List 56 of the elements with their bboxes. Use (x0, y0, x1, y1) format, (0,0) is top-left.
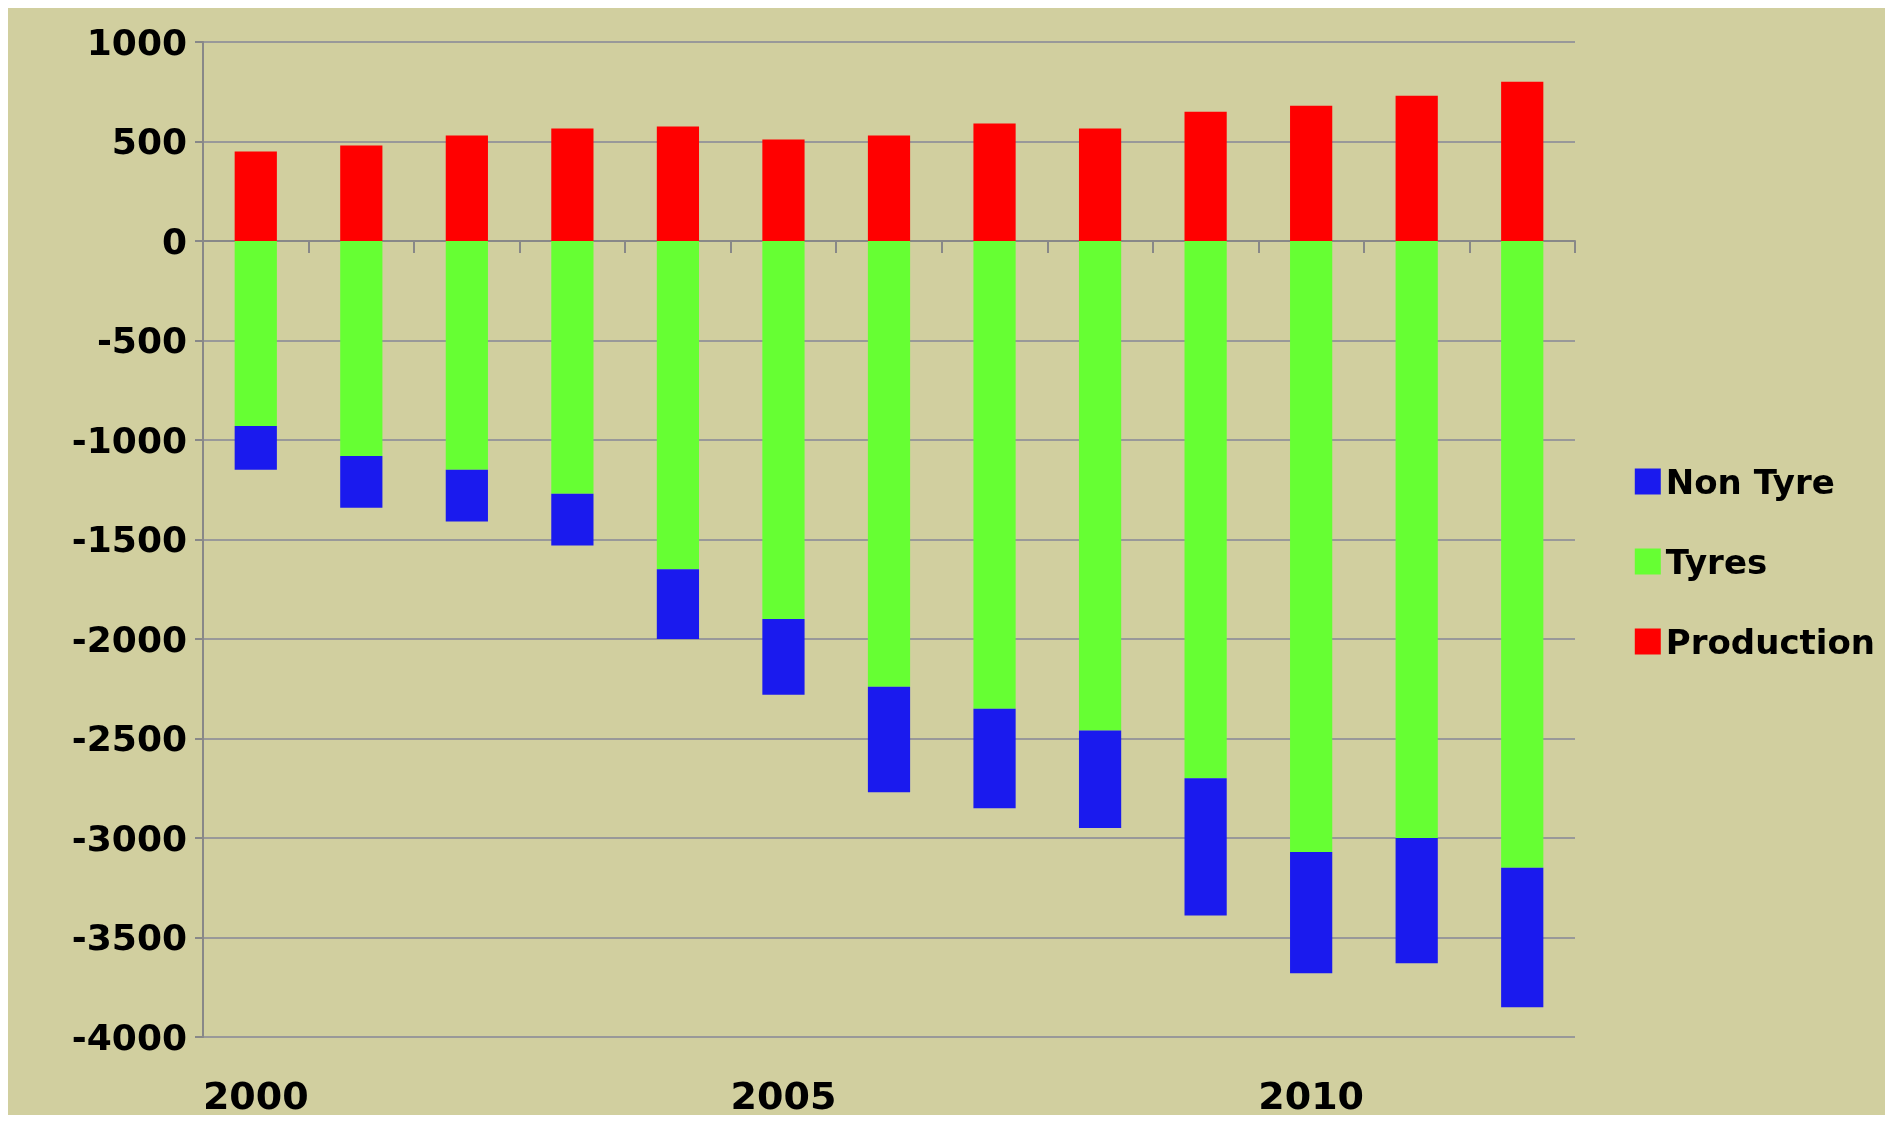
bar (1395, 838, 1438, 964)
legend-label: Production (1665, 621, 1876, 662)
bar (762, 139, 805, 241)
y-tick-label: -1000 (71, 419, 187, 461)
bar (340, 241, 383, 456)
bar (1290, 241, 1333, 852)
bar (340, 145, 383, 241)
bar (1184, 778, 1227, 916)
bar (445, 135, 488, 241)
y-tick-label: -500 (96, 320, 187, 361)
x-tick-label: 2005 (730, 1074, 837, 1118)
bar (656, 241, 700, 570)
bar (656, 569, 700, 639)
bar (1078, 730, 1122, 829)
bar (1395, 95, 1438, 241)
bar (1184, 241, 1227, 779)
bar (445, 469, 488, 522)
bar (656, 126, 700, 241)
bar (234, 241, 277, 427)
bar (1078, 241, 1122, 731)
bar (867, 135, 911, 241)
bar (1501, 81, 1544, 241)
bar (445, 241, 488, 470)
y-tick-label: -2500 (71, 718, 187, 759)
bar (551, 241, 594, 494)
y-tick-label: 1000 (86, 21, 187, 63)
bar (1078, 128, 1122, 241)
y-tick-label: -4000 (71, 1016, 187, 1058)
y-tick-label: -3000 (71, 817, 187, 859)
legend-label: Tyres (1665, 541, 1768, 582)
bar (1501, 867, 1544, 1008)
bar (973, 241, 1016, 709)
x-tick-label: 2010 (1258, 1074, 1365, 1118)
bar (1290, 105, 1333, 241)
x-tick-label: 2000 (202, 1074, 309, 1118)
bar (1290, 851, 1333, 974)
bar (1395, 241, 1438, 838)
bar (973, 708, 1016, 809)
bar (973, 123, 1016, 241)
y-tick-label: -2000 (71, 618, 187, 660)
bar (867, 241, 911, 687)
bar (1184, 111, 1227, 241)
y-tick-label: 0 (161, 220, 187, 262)
y-tick-label: -1500 (71, 519, 187, 560)
y-tick-label: -3500 (71, 917, 187, 958)
legend-label: Non Tyre (1665, 461, 1835, 502)
bar (551, 493, 594, 546)
bar (340, 455, 383, 508)
bar (762, 241, 805, 620)
bar (234, 151, 277, 241)
bar (551, 128, 594, 241)
bar (867, 686, 911, 793)
bar (1501, 241, 1544, 868)
bar (762, 619, 805, 695)
y-tick-label: 500 (111, 121, 187, 162)
bar (234, 426, 277, 470)
